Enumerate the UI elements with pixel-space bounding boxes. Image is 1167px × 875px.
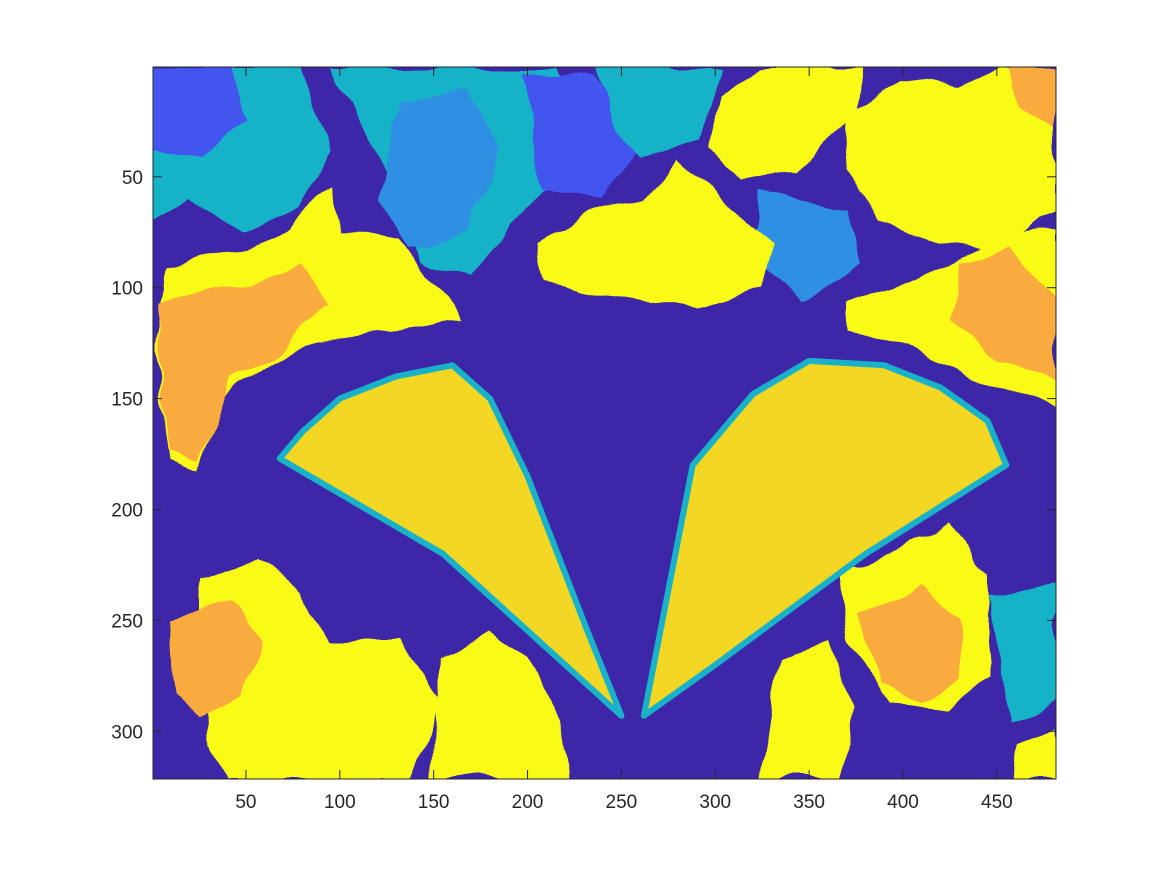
region-yellow-flower-bottom-center (430, 630, 570, 779)
region-teal-bottom-right (990, 580, 1056, 720)
region-lightblue-top-middle (380, 90, 500, 250)
region-yellow-flower-top-right-a (710, 67, 860, 180)
butterfly-right-wing (640, 357, 1010, 719)
butterfly-wings (276, 357, 1010, 719)
x-tick-label: 150 (418, 792, 450, 813)
y-tick-label: 50 (122, 168, 143, 189)
x-tick-label: 250 (606, 792, 638, 813)
region-yellow-flower-left (155, 190, 460, 470)
region-orange-left (158, 270, 330, 460)
region-yellow-flower-top-right-b (845, 67, 1056, 250)
axes-box (152, 66, 1057, 780)
region-yellow-bottom-right-b (760, 640, 850, 779)
region-yellow-bottom-right-corner (1010, 730, 1056, 779)
region-orange-top-right-corner (1010, 67, 1056, 130)
image-area (153, 67, 1056, 779)
x-tick-label: 400 (887, 792, 919, 813)
x-tick-label: 300 (699, 792, 731, 813)
x-tick-label: 100 (324, 792, 356, 813)
y-tick-label: 250 (111, 611, 143, 632)
region-orange-bottom-left (170, 600, 260, 720)
x-tick-label: 200 (512, 792, 544, 813)
region-lightblue-mid-right (760, 190, 860, 300)
y-tick-label: 100 (111, 279, 143, 300)
region-orange-right (950, 250, 1056, 380)
image-regions (153, 67, 1056, 779)
region-yellow-flower-top-center (540, 160, 780, 310)
y-tick-label: 200 (111, 501, 143, 522)
x-tick-label: 50 (235, 792, 256, 813)
x-axis: 50 100 150 200 250 300 350 400 450 (235, 67, 1013, 813)
region-orange-bottom-right (860, 590, 960, 700)
y-tick-label: 150 (111, 390, 143, 411)
x-tick-label: 450 (981, 792, 1013, 813)
region-yellow-flower-bottom-left (200, 560, 440, 779)
x-tick-label: 350 (793, 792, 825, 813)
region-teal-top-right (600, 67, 720, 160)
y-tick-label: 300 (111, 722, 143, 743)
butterfly-left-wing (276, 362, 625, 719)
y-axis: 50 100 150 200 250 300 (111, 168, 1056, 743)
region-blue-top-left (153, 67, 250, 160)
